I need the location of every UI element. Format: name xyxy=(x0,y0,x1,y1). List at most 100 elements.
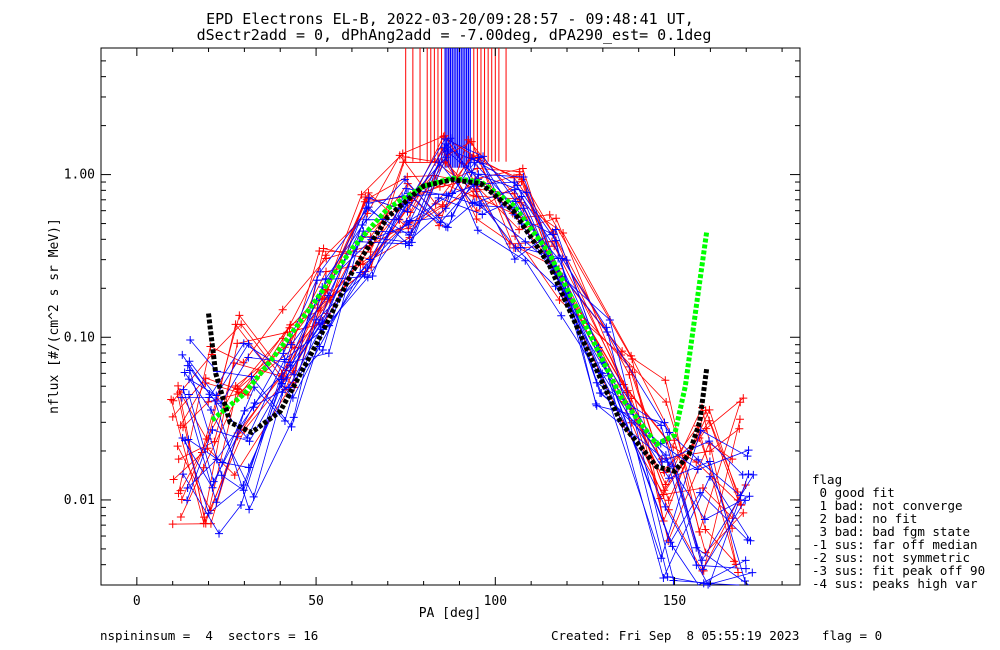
blue-data-point xyxy=(591,399,600,408)
red-data-point xyxy=(698,484,707,493)
red-data-point xyxy=(167,395,176,404)
blue-data-point xyxy=(446,134,455,143)
legend-item: -1 sus: far off median xyxy=(812,537,978,552)
blue-data-point xyxy=(402,217,411,226)
x-axis-label: PA [deg] xyxy=(419,606,482,621)
legend-item: 0 good fit xyxy=(812,485,895,500)
blue-data-point xyxy=(212,498,221,507)
blue-data-point xyxy=(447,211,456,220)
blue-data-point xyxy=(363,273,372,282)
blue-data-point xyxy=(178,350,187,359)
blue-data-point xyxy=(663,572,672,581)
red-data-point xyxy=(661,376,670,385)
blue-sector-line xyxy=(184,195,740,586)
legend-item: 1 bad: not converge xyxy=(812,498,963,513)
blue-data-point xyxy=(205,393,214,402)
red-data-point xyxy=(662,398,671,407)
red-data-point xyxy=(233,385,242,394)
blue-data-point xyxy=(510,178,519,187)
blue-data-point xyxy=(177,393,186,402)
blue-data-point xyxy=(602,323,611,332)
blue-data-point xyxy=(236,500,245,509)
red-data-point xyxy=(321,251,330,260)
blue-data-point xyxy=(474,153,483,162)
blue-data-point xyxy=(661,502,670,511)
red-data-point xyxy=(201,374,210,383)
x-tick-label: 50 xyxy=(308,594,324,609)
blue-data-point xyxy=(278,388,287,397)
blue-data-point xyxy=(318,345,327,354)
blue-data-point xyxy=(705,457,714,466)
blue-data-point xyxy=(179,385,188,394)
blue-data-point xyxy=(277,379,286,388)
blue-data-point xyxy=(180,368,189,377)
blue-data-point xyxy=(206,406,215,415)
blue-data-point xyxy=(441,204,450,213)
data-layer xyxy=(167,48,758,589)
red-data-point xyxy=(174,455,183,464)
blue-data-point xyxy=(443,147,452,156)
red-sector-line xyxy=(177,188,740,524)
blue-data-point xyxy=(316,267,325,276)
blue-data-point xyxy=(405,216,414,225)
legend-item: -4 sus: peaks high var xyxy=(812,576,978,591)
red-data-point xyxy=(168,520,177,529)
blue-data-point xyxy=(184,435,193,444)
blue-data-point xyxy=(247,372,256,381)
red-sector-line xyxy=(180,160,741,534)
blue-data-point xyxy=(521,237,530,246)
blue-data-point xyxy=(364,199,373,208)
blue-data-point xyxy=(358,220,367,229)
blue-data-point xyxy=(239,480,248,489)
red-data-point xyxy=(625,362,634,371)
blue-data-point xyxy=(474,170,483,179)
red-data-point xyxy=(701,406,710,415)
red-data-point xyxy=(705,416,714,425)
red-sector-line xyxy=(182,139,744,554)
blue-data-point xyxy=(217,471,226,480)
blue-data-point xyxy=(183,496,192,505)
blue-data-point xyxy=(592,401,601,410)
axis-layer: 0 50 100 150 0.01 0.10 1.00 xyxy=(64,47,800,609)
blue-data-point xyxy=(700,515,709,524)
blue-data-point xyxy=(510,185,519,194)
blue-data-point xyxy=(404,231,413,240)
red-data-point xyxy=(692,458,701,467)
red-data-point xyxy=(472,215,481,224)
blue-data-point xyxy=(394,215,403,224)
red-data-point xyxy=(357,190,366,199)
red-data-point xyxy=(515,167,524,176)
blue-data-point xyxy=(208,425,217,434)
blue-data-point xyxy=(692,561,701,570)
blue-data-point xyxy=(442,191,451,200)
black-fit-curve xyxy=(206,177,710,475)
red-data-point xyxy=(660,468,669,477)
blue-data-point xyxy=(470,158,479,167)
blue-data-point xyxy=(185,366,194,375)
blue-data-point xyxy=(748,568,757,577)
red-data-point xyxy=(169,396,178,405)
blue-data-point xyxy=(657,554,666,563)
blue-data-point xyxy=(479,152,488,161)
blue-data-point xyxy=(249,492,258,501)
red-data-point xyxy=(739,508,748,517)
red-data-point xyxy=(315,247,324,256)
red-data-point xyxy=(174,381,183,390)
red-data-point xyxy=(469,191,478,200)
blue-data-point xyxy=(401,239,410,248)
blue-data-point xyxy=(738,470,747,479)
red-sector-line xyxy=(178,136,735,562)
blue-data-point xyxy=(434,193,443,202)
red-data-point xyxy=(179,423,188,432)
blue-data-point xyxy=(740,576,749,585)
blue-data-point xyxy=(698,565,707,574)
blue-sector-line xyxy=(184,181,754,562)
blue-data-point xyxy=(478,210,487,219)
footer-left: nspininsum = 4 sectors = 16 xyxy=(100,628,318,643)
red-data-point xyxy=(173,442,182,451)
blue-data-point xyxy=(473,226,482,235)
blue-data-point xyxy=(365,255,374,264)
red-data-point xyxy=(628,368,637,377)
blue-data-point xyxy=(663,458,672,467)
red-data-point xyxy=(627,351,636,360)
